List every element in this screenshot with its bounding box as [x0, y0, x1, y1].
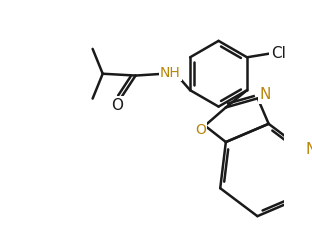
Text: NH: NH [160, 66, 181, 80]
Text: O: O [195, 123, 206, 137]
Text: O: O [111, 98, 123, 112]
Text: N: N [305, 142, 312, 157]
Text: N: N [259, 87, 271, 102]
Text: Cl: Cl [271, 46, 286, 61]
